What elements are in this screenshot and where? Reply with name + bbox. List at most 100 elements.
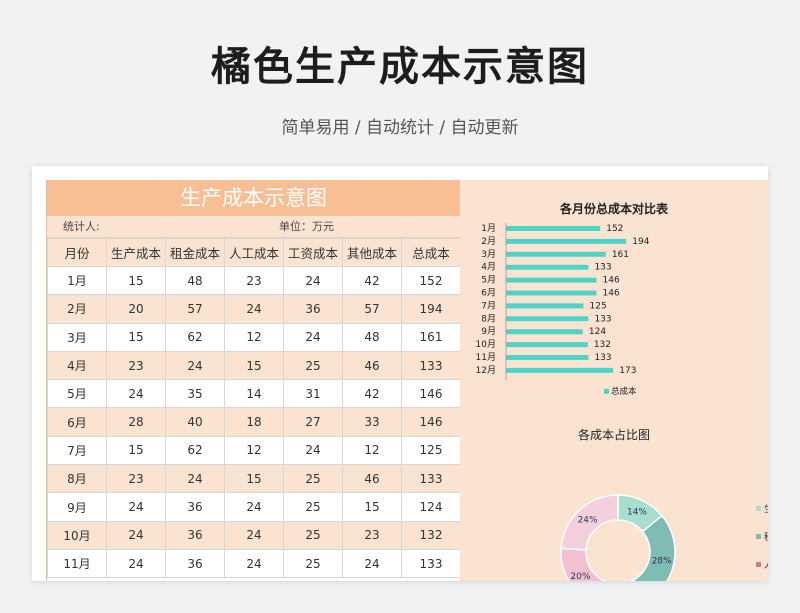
table-cell[interactable]: 12 xyxy=(224,322,284,352)
bar xyxy=(506,355,589,360)
bar-value-label: 133 xyxy=(594,314,611,324)
column-header: 其他成本 xyxy=(342,238,402,267)
table-cell[interactable]: 62 xyxy=(165,435,225,466)
table-cell[interactable]: 132 xyxy=(401,520,460,550)
table-cell[interactable]: 35 xyxy=(165,379,225,409)
table-cell[interactable]: 5月 xyxy=(47,379,107,409)
bar-category-label: 11月 xyxy=(476,352,496,363)
table-cell[interactable]: 27 xyxy=(283,407,343,437)
page-subtitle: 简单易用 / 自动统计 / 自动更新 xyxy=(281,118,519,138)
table-cell[interactable]: 57 xyxy=(165,294,225,324)
table-cell[interactable]: 15 xyxy=(106,435,166,466)
table-cell[interactable]: 15 xyxy=(224,350,284,381)
table-cell[interactable]: 24 xyxy=(283,435,343,466)
table-cell[interactable]: 25 xyxy=(283,464,343,494)
table-cell[interactable]: 9月 xyxy=(47,492,107,522)
bar xyxy=(506,303,584,309)
table-cell[interactable]: 42 xyxy=(342,265,402,296)
table-cell[interactable]: 125 xyxy=(401,435,460,466)
table-cell[interactable]: 152 xyxy=(401,265,460,296)
table-cell[interactable]: 36 xyxy=(165,520,225,550)
table-cell[interactable]: 24 xyxy=(106,492,166,522)
table-cell[interactable]: 25 xyxy=(283,350,343,381)
table-cell[interactable]: 6月 xyxy=(47,407,107,437)
table-cell[interactable]: 146 xyxy=(401,379,460,409)
table-cell[interactable]: 11月 xyxy=(47,548,107,579)
table-cell[interactable]: 57 xyxy=(342,294,402,324)
table-cell[interactable]: 18 xyxy=(224,407,284,437)
donut-slice xyxy=(605,579,635,581)
table-cell[interactable]: 24 xyxy=(224,492,284,522)
bar xyxy=(506,264,589,270)
legend-label: 租金成本 xyxy=(764,531,768,543)
table-cell[interactable]: 10月 xyxy=(47,520,107,550)
bar-category-label: 3月 xyxy=(481,249,496,260)
table-cell[interactable]: 20 xyxy=(106,294,166,324)
table-cell[interactable]: 133 xyxy=(401,464,460,494)
table-cell[interactable]: 146 xyxy=(401,407,460,437)
table-cell[interactable]: 24 xyxy=(224,294,284,324)
table-cell[interactable]: 24 xyxy=(165,464,225,494)
bar-value-label: 125 xyxy=(590,301,607,311)
table-cell[interactable]: 23 xyxy=(106,464,166,494)
table-cell[interactable]: 33 xyxy=(342,407,402,437)
bar-category-label: 6月 xyxy=(481,288,496,299)
table-cell[interactable]: 12 xyxy=(224,435,284,466)
table-cell[interactable]: 133 xyxy=(401,350,460,381)
table-cell[interactable]: 1月 xyxy=(47,265,107,296)
table-cell[interactable]: 48 xyxy=(342,322,402,352)
table-cell[interactable]: 42 xyxy=(342,379,402,409)
legend-swatch xyxy=(756,534,761,539)
table-cell[interactable]: 23 xyxy=(106,350,166,381)
table-cell[interactable]: 36 xyxy=(165,492,225,522)
table-cell[interactable]: 14 xyxy=(224,379,284,409)
table-cell[interactable]: 24 xyxy=(106,379,166,409)
table-cell[interactable]: 24 xyxy=(106,520,166,550)
table-cell[interactable]: 46 xyxy=(342,464,402,494)
table-cell[interactable]: 31 xyxy=(283,379,343,409)
table-row: 3月 15 62 12 24 48 161 xyxy=(47,322,460,352)
page-title: 橘色生产成本示意图 xyxy=(211,44,589,90)
table-cell[interactable]: 15 xyxy=(106,265,166,296)
table-cell[interactable]: 8月 xyxy=(47,464,107,494)
table-cell[interactable]: 3月 xyxy=(47,322,107,352)
table-cell[interactable]: 24 xyxy=(165,350,225,381)
table-cell[interactable]: 15 xyxy=(342,492,402,522)
legend-swatch xyxy=(756,506,761,511)
table-cell[interactable]: 12 xyxy=(342,435,402,466)
table-cell[interactable]: 23 xyxy=(224,265,284,296)
cost-sheet: 生产成本示意图 统计人: 单位：万元 月份 生产成本 租金成本 人工成本 工资成本 其他成… xyxy=(46,180,460,581)
donut-slice xyxy=(632,514,676,581)
table-cell[interactable]: 25 xyxy=(283,492,343,522)
table-cell[interactable]: 46 xyxy=(342,350,402,381)
table-body: 1月 15 48 23 24 42 152 2月 20 57 24 36 57 194 3月 15 62 12 24… xyxy=(47,265,460,579)
table-cell[interactable]: 24 xyxy=(283,322,343,352)
bar-category-label: 7月 xyxy=(481,300,496,311)
table-cell[interactable]: 48 xyxy=(165,265,225,296)
table-cell[interactable]: 24 xyxy=(224,548,284,579)
table-cell[interactable]: 24 xyxy=(106,548,166,579)
table-cell[interactable]: 4月 xyxy=(47,350,107,381)
table-cell[interactable]: 40 xyxy=(165,407,225,437)
info-row: 统计人: 单位：万元 xyxy=(47,216,460,238)
table-cell[interactable]: 23 xyxy=(342,520,402,550)
table-cell[interactable]: 25 xyxy=(283,548,343,579)
table-cell[interactable]: 24 xyxy=(342,548,402,579)
table-cell[interactable]: 7月 xyxy=(47,435,107,466)
table-cell[interactable]: 24 xyxy=(283,265,343,296)
stat-person-label: 统计人: xyxy=(63,220,100,233)
table-cell[interactable]: 15 xyxy=(224,464,284,494)
table-cell[interactable]: 28 xyxy=(106,407,166,437)
table-cell[interactable]: 161 xyxy=(401,322,460,352)
table-cell[interactable]: 15 xyxy=(106,322,166,352)
table-cell[interactable]: 124 xyxy=(401,492,460,522)
table-cell[interactable]: 62 xyxy=(165,322,225,352)
table-cell[interactable]: 36 xyxy=(283,294,343,324)
table-cell[interactable]: 36 xyxy=(165,548,225,579)
table-cell[interactable]: 25 xyxy=(283,520,343,550)
table-cell[interactable]: 194 xyxy=(401,294,460,324)
table-cell[interactable]: 2月 xyxy=(47,294,107,324)
table-row: 6月 28 40 18 27 33 146 xyxy=(47,407,460,437)
table-cell[interactable]: 133 xyxy=(401,548,460,579)
table-cell[interactable]: 24 xyxy=(224,520,284,550)
